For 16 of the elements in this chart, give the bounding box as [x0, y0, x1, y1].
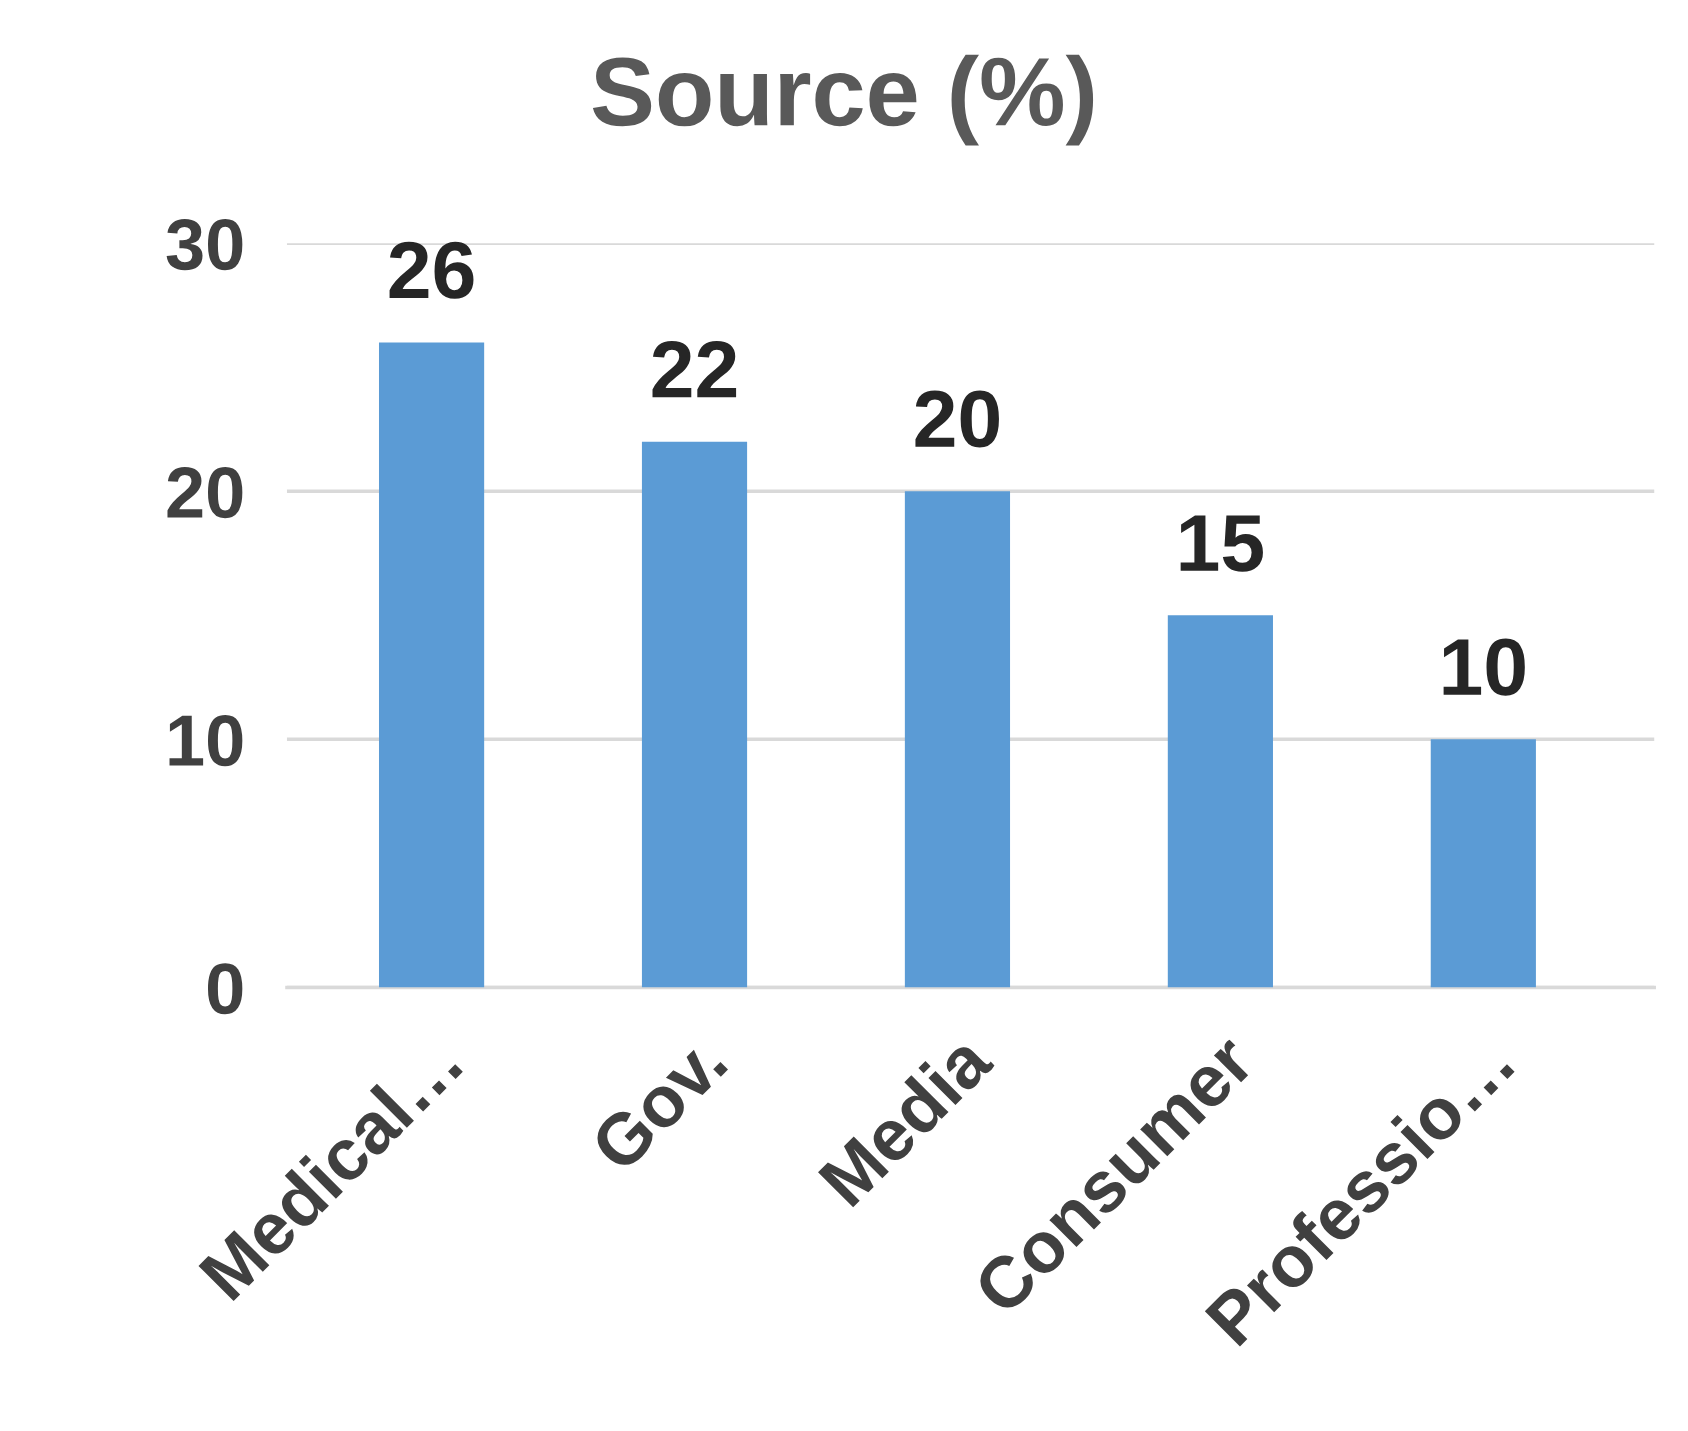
bar [1167, 615, 1273, 988]
data-label: 15 [1180, 515, 1263, 572]
data-label: 10 [1443, 638, 1525, 696]
data-label: 22 [652, 340, 737, 398]
bar [378, 342, 485, 988]
data-label: 20 [915, 390, 999, 448]
x-tick-label: Gov. [588, 1033, 729, 1175]
bar [904, 491, 1011, 988]
y-tick-label: 0 [207, 963, 243, 1015]
y-tick-label: 10 [169, 715, 243, 767]
bar [1430, 739, 1536, 988]
y-tick-label: 20 [167, 467, 243, 519]
chart-title: Source (%) [592, 54, 1094, 146]
y-tick-label: 30 [166, 219, 243, 271]
data-label: 26 [389, 241, 474, 299]
bar [641, 441, 748, 988]
